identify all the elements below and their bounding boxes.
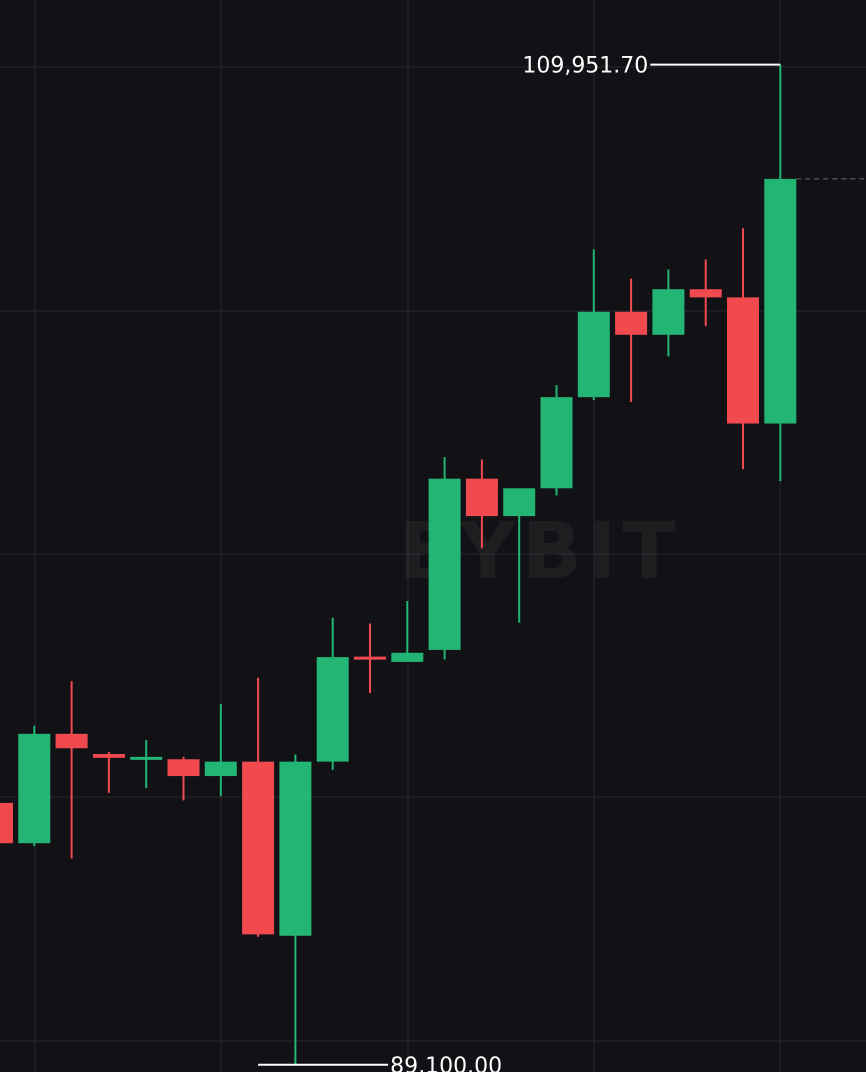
candle-body	[428, 478, 461, 650]
candle	[167, 756, 200, 801]
candle	[503, 488, 536, 623]
candle-body	[503, 488, 536, 517]
candle-body	[167, 759, 200, 777]
candle	[18, 725, 51, 847]
candle	[204, 704, 237, 797]
candle	[55, 681, 88, 859]
candle-body	[130, 756, 163, 760]
candle	[689, 259, 722, 327]
candle-body	[689, 289, 722, 298]
candle	[130, 740, 163, 789]
candle-body	[55, 733, 88, 749]
candle-body	[727, 297, 759, 424]
candle	[615, 278, 648, 402]
candle-body	[465, 478, 498, 517]
candle-body	[615, 311, 648, 335]
candle	[92, 752, 125, 793]
candle-body	[354, 656, 386, 660]
candle-body	[242, 761, 275, 935]
candle	[465, 459, 498, 549]
candle-body	[92, 753, 125, 758]
candle-body	[391, 652, 424, 662]
candle-body	[18, 733, 51, 844]
candle	[242, 677, 275, 937]
candle-body	[652, 289, 685, 335]
candle-body	[0, 802, 13, 844]
candle-body	[764, 178, 797, 424]
candle-body	[577, 311, 610, 398]
candle	[279, 754, 312, 1065]
candle	[577, 249, 610, 401]
candle	[540, 385, 573, 496]
candle	[0, 802, 13, 844]
candle-body	[540, 397, 573, 489]
low-price-label: 89,100.00	[390, 1054, 502, 1072]
candle	[391, 600, 424, 662]
candle-body	[316, 657, 349, 762]
candle	[354, 623, 386, 694]
extreme-markers: 109,951.70 89,100.00	[258, 54, 781, 1072]
candle	[764, 64, 797, 482]
candle	[316, 617, 349, 770]
candle-body	[204, 761, 237, 777]
high-price-label: 109,951.70	[522, 54, 648, 79]
candles	[0, 64, 797, 1065]
candle	[428, 457, 461, 660]
candle-body	[279, 761, 312, 936]
candle	[727, 228, 759, 470]
candle	[652, 269, 685, 357]
